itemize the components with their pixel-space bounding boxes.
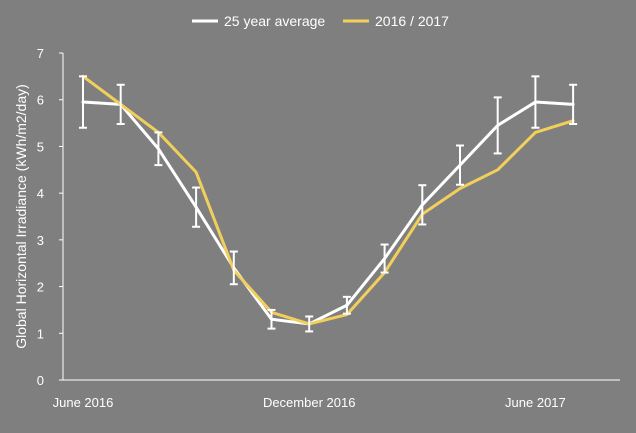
legend-label-0: 25 year average (224, 13, 325, 29)
y-tick-label: 3 (37, 233, 44, 248)
legend-label-1: 2016 / 2017 (375, 13, 449, 29)
x-tick-label: June 2017 (505, 395, 566, 410)
y-tick-label: 5 (37, 139, 44, 154)
y-axis-title: Global Horizontal Irradiance (kWh/m2/day… (13, 84, 29, 349)
x-tick-label: December 2016 (263, 395, 356, 410)
series-line-1 (81, 74, 575, 326)
series-line-0 (81, 100, 575, 326)
x-tick-label: June 2016 (53, 395, 114, 410)
y-tick-label: 6 (37, 93, 44, 108)
y-tick-label: 4 (37, 186, 44, 201)
y-tick-label: 0 (37, 373, 44, 388)
y-tick-label: 7 (37, 46, 44, 61)
y-tick-label: 2 (37, 280, 44, 295)
y-tick-label: 1 (37, 326, 44, 341)
